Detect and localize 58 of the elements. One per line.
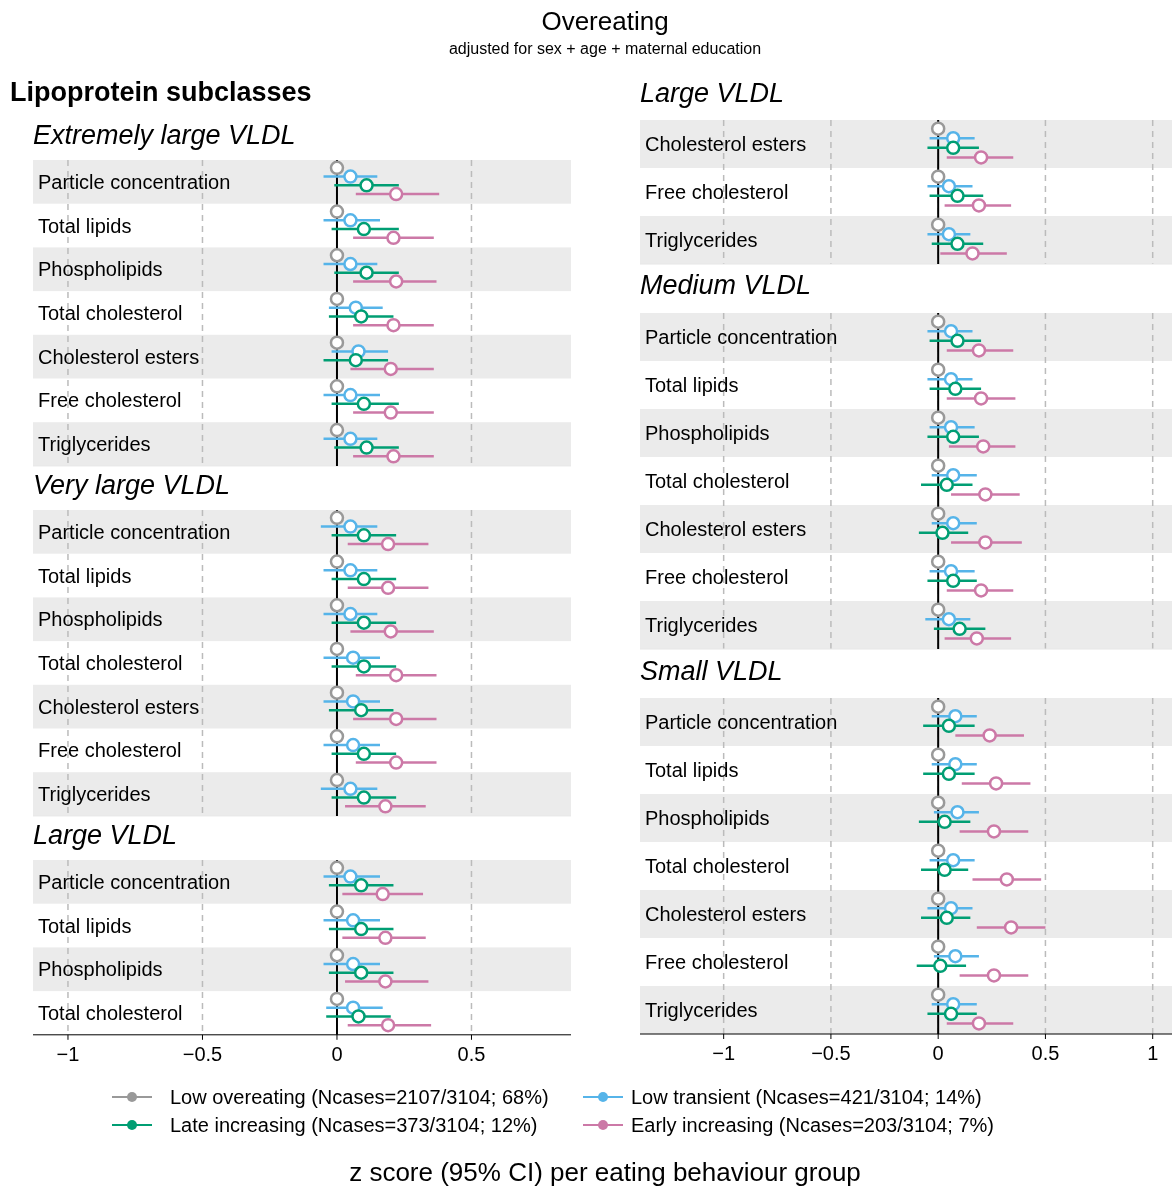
category-label: Triglycerides xyxy=(645,229,758,251)
legend-label: Early increasing (Ncases=203/3104; 7%) xyxy=(631,1114,994,1136)
x-tick-label: −1 xyxy=(712,1042,736,1064)
category-label: Phospholipids xyxy=(38,258,163,281)
chart-title: Small VLDL xyxy=(640,656,783,686)
x-tick-label: 0.5 xyxy=(1031,1042,1060,1064)
chart-title: Large VLDL xyxy=(640,78,785,108)
category-label: Phospholipids xyxy=(645,422,770,444)
legend-label: Late increasing (Ncases=373/3104; 12%) xyxy=(170,1114,538,1136)
x-tick-label: 0 xyxy=(331,1042,343,1065)
x-tick-label: 1 xyxy=(1147,1042,1159,1064)
text: Lipoprotein subclasses xyxy=(10,77,312,107)
legend-label: Low overeating (Ncases=2107/3104; 68%) xyxy=(170,1086,549,1108)
category-label: Particle concentration xyxy=(645,326,838,348)
category-label: Free cholesterol xyxy=(645,181,789,203)
category-label: Cholesterol esters xyxy=(38,695,200,718)
chart-title: Very large VLDL xyxy=(33,470,231,500)
category-label: Triglycerides xyxy=(645,614,758,636)
x-tick-label: 0 xyxy=(932,1042,944,1064)
category-label: Free cholesterol xyxy=(645,951,789,973)
category-label: Particle concentration xyxy=(38,870,231,893)
category-label: Phospholipids xyxy=(38,958,163,981)
category-label: Particle concentration xyxy=(645,711,838,733)
category-label: Cholesterol esters xyxy=(645,518,807,540)
category-label: Triglycerides xyxy=(645,999,758,1021)
category-label: Total cholesterol xyxy=(645,855,790,877)
category-label: Triglycerides xyxy=(38,783,151,806)
category-label: Total lipids xyxy=(645,759,739,781)
chart-title: Medium VLDL xyxy=(640,270,812,300)
category-label: Particle concentration xyxy=(38,520,231,543)
x-tick-label: −1 xyxy=(56,1042,80,1065)
category-label: Free cholesterol xyxy=(38,389,182,412)
category-label: Particle concentration xyxy=(38,170,231,193)
chart-title: Extremely large VLDL xyxy=(33,120,296,150)
category-label: Phospholipids xyxy=(645,807,770,829)
x-tick-label: 0.5 xyxy=(457,1042,486,1065)
category-label: Cholesterol esters xyxy=(38,345,200,368)
category-label: Phospholipids xyxy=(38,608,163,631)
category-label: Cholesterol esters xyxy=(645,903,807,925)
category-label: Total lipids xyxy=(645,374,739,396)
chart-title: Large VLDL xyxy=(33,820,178,850)
text: Overeating xyxy=(541,6,669,36)
category-label: Total cholesterol xyxy=(38,1001,183,1024)
category-label: Free cholesterol xyxy=(38,739,182,762)
category-label: Cholesterol esters xyxy=(645,133,807,155)
category-label: Total cholesterol xyxy=(645,470,790,492)
category-label: Total lipids xyxy=(38,914,132,937)
text: z score (95% CI) per eating behaviour group xyxy=(349,1157,861,1187)
category-label: Total cholesterol xyxy=(38,651,183,674)
category-label: Total cholesterol xyxy=(38,301,183,324)
x-tick-label: −0.5 xyxy=(811,1042,851,1064)
category-label: Total lipids xyxy=(38,564,132,587)
category-label: Free cholesterol xyxy=(645,566,789,588)
x-tick-label: −0.5 xyxy=(182,1042,223,1065)
category-label: Triglycerides xyxy=(38,433,151,456)
text: adjusted for sex + age + maternal education xyxy=(448,40,762,57)
legend-label: Low transient (Ncases=421/3104; 14%) xyxy=(631,1086,982,1108)
category-label: Total lipids xyxy=(38,214,132,237)
